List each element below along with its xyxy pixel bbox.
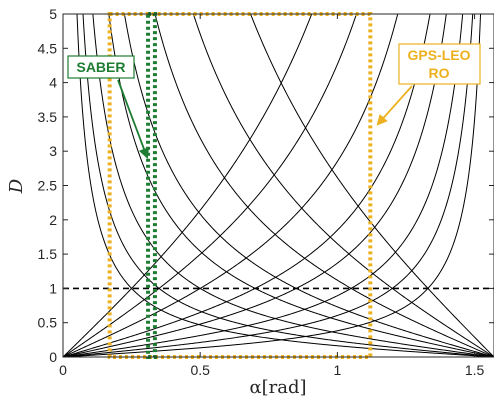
y-tick-label-7: 3.5 xyxy=(38,109,58,125)
region-box-1 xyxy=(146,12,157,359)
y-axis-label: D xyxy=(6,178,27,194)
curve-falling-2 xyxy=(92,14,494,357)
curve-rising-5 xyxy=(63,14,464,357)
y-tick-label-2: 1 xyxy=(49,280,57,296)
curve-falling-7 xyxy=(250,14,494,357)
saber-annotation: SABER xyxy=(67,55,150,160)
curve-rising-0 xyxy=(63,14,313,357)
x-tick-label-0: 0 xyxy=(59,362,67,378)
y-tick-label-0: 0 xyxy=(49,349,57,365)
saber-label-box xyxy=(67,55,135,79)
gps-leo-ro-arrow xyxy=(376,85,413,126)
curve-falling-1 xyxy=(82,14,494,357)
curve-falling-4 xyxy=(123,14,494,357)
x-tick-label-3: 1.5 xyxy=(465,362,485,378)
x-tick-label-1: 0.5 xyxy=(190,362,210,378)
y-tick-label-5: 2.5 xyxy=(38,178,58,194)
x-axis-label: α[rad] xyxy=(249,377,306,398)
y-tick-label-10: 5 xyxy=(49,6,57,22)
curve-rising-1 xyxy=(63,14,357,357)
gps-leo-ro-label-box xyxy=(398,43,481,85)
y-tick-label-8: 4 xyxy=(49,75,57,91)
y-tick-label-6: 3 xyxy=(49,143,57,159)
curve-falling-5 xyxy=(154,14,494,357)
gps-leo-ro-annotation: GPS-LEO RO xyxy=(376,43,481,126)
curve-falling-6 xyxy=(192,14,494,357)
saber-label: SABER xyxy=(76,59,125,75)
y-tick-label-1: 0.5 xyxy=(38,315,58,331)
y-tick-label-3: 1.5 xyxy=(38,246,58,262)
y-tick-label-9: 4.5 xyxy=(38,40,58,56)
curve-group xyxy=(63,14,494,357)
saber-arrow xyxy=(117,79,150,160)
curve-rising-2 xyxy=(63,14,399,357)
curve-rising-7 xyxy=(63,14,482,357)
x-tick-label-2: 1 xyxy=(333,362,341,378)
curve-rising-6 xyxy=(63,14,474,357)
tick-group: 0 0.5 1 1.5 0 0.5 1 1.5 2 2.5 3 3.5 4 4.5 5 xyxy=(38,6,494,378)
gps-leo-ro-label-line1: GPS-LEO xyxy=(407,47,470,63)
y-tick-label-4: 2 xyxy=(49,212,57,228)
curve-rising-4 xyxy=(63,14,447,357)
gps-leo-ro-label-line2: RO xyxy=(429,65,450,81)
